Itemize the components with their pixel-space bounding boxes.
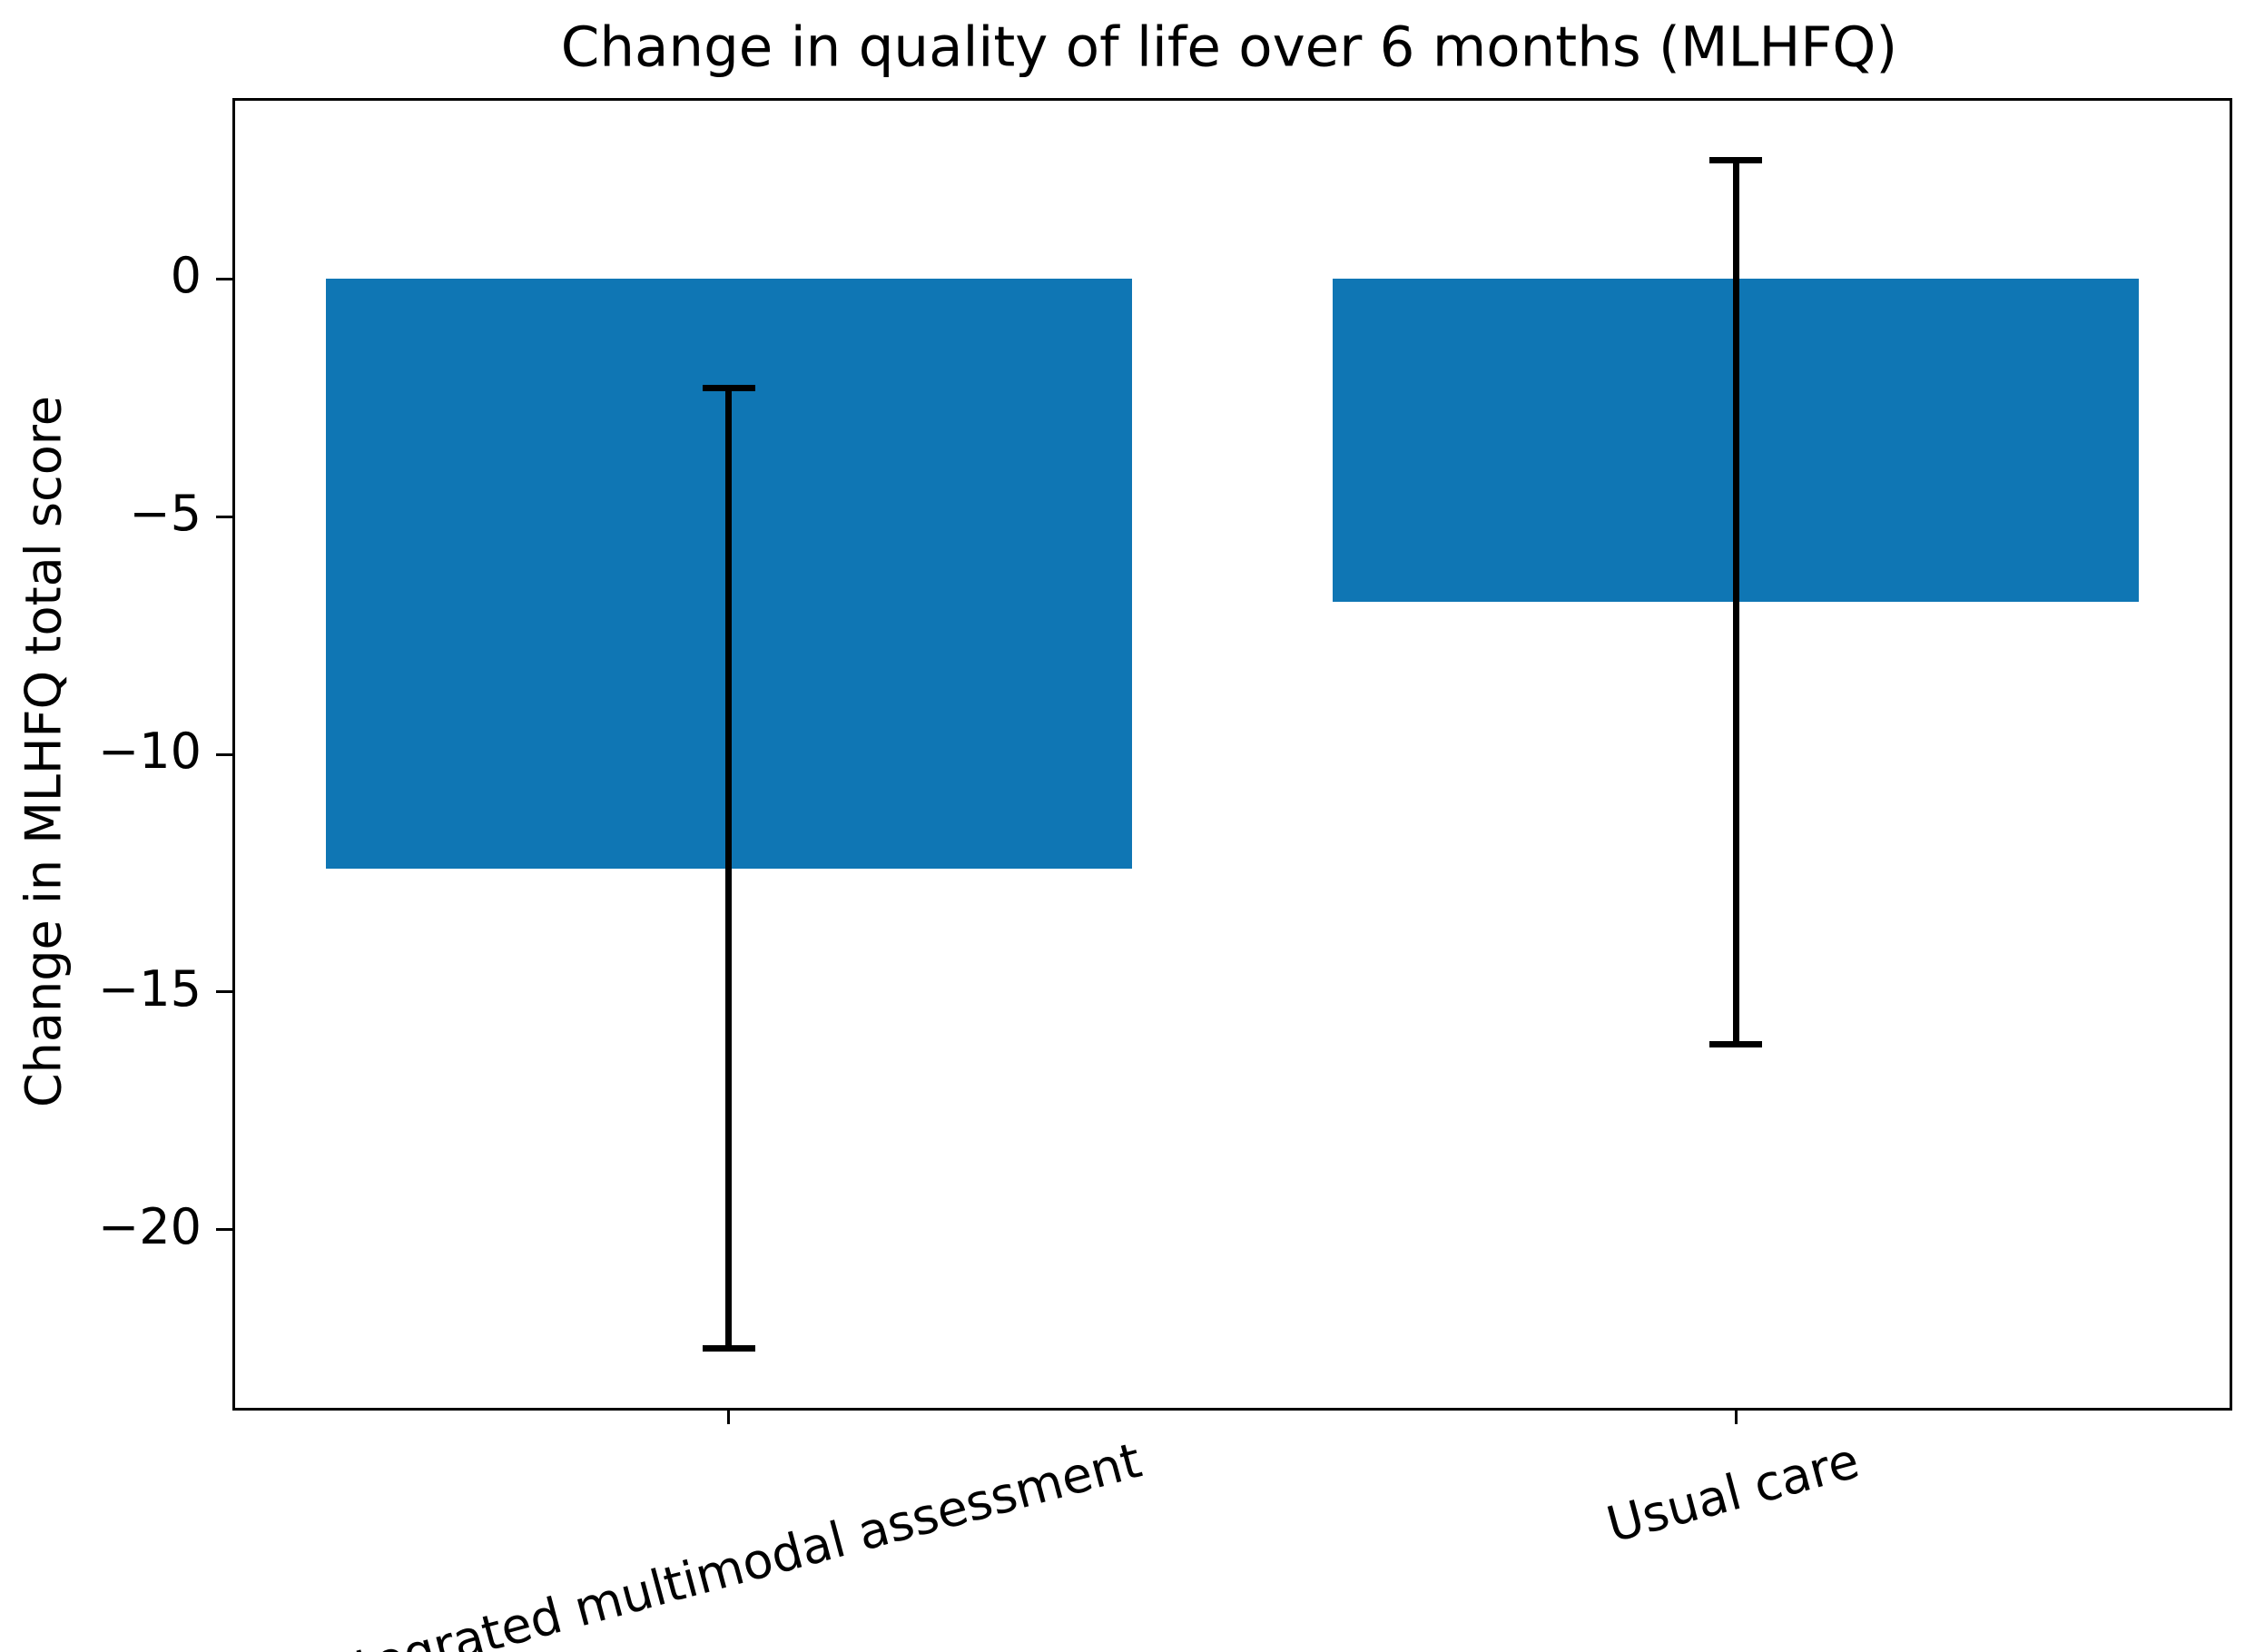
x-tick-0	[727, 1408, 731, 1424]
y-tick-label-1: −5	[129, 485, 202, 543]
y-tick-label-2: −10	[98, 723, 202, 780]
error-bar-0	[725, 388, 733, 1349]
error-cap-1-low	[1709, 1040, 1763, 1047]
x-tick-label-0: Integrated multimodal assessment	[304, 1431, 1147, 1652]
plot-area	[216, 98, 2232, 1424]
y-tick-1	[216, 515, 232, 518]
y-tick-4	[216, 1228, 232, 1232]
error-cap-1-high	[1709, 156, 1763, 163]
error-cap-0-low	[702, 1345, 755, 1352]
y-tick-0	[216, 277, 232, 280]
error-cap-0-high	[702, 385, 755, 392]
error-bar-1	[1732, 160, 1739, 1045]
y-tick-label-4: −20	[98, 1197, 202, 1255]
x-tick-1	[1734, 1408, 1738, 1424]
chart-title: Change in quality of life over 6 months …	[560, 15, 1898, 80]
y-tick-2	[216, 752, 232, 756]
y-tick-label-3: −15	[98, 959, 202, 1018]
y-tick-label-0: 0	[170, 247, 202, 305]
y-tick-3	[216, 990, 232, 994]
x-tick-label-1: Usual care	[1600, 1431, 1866, 1554]
